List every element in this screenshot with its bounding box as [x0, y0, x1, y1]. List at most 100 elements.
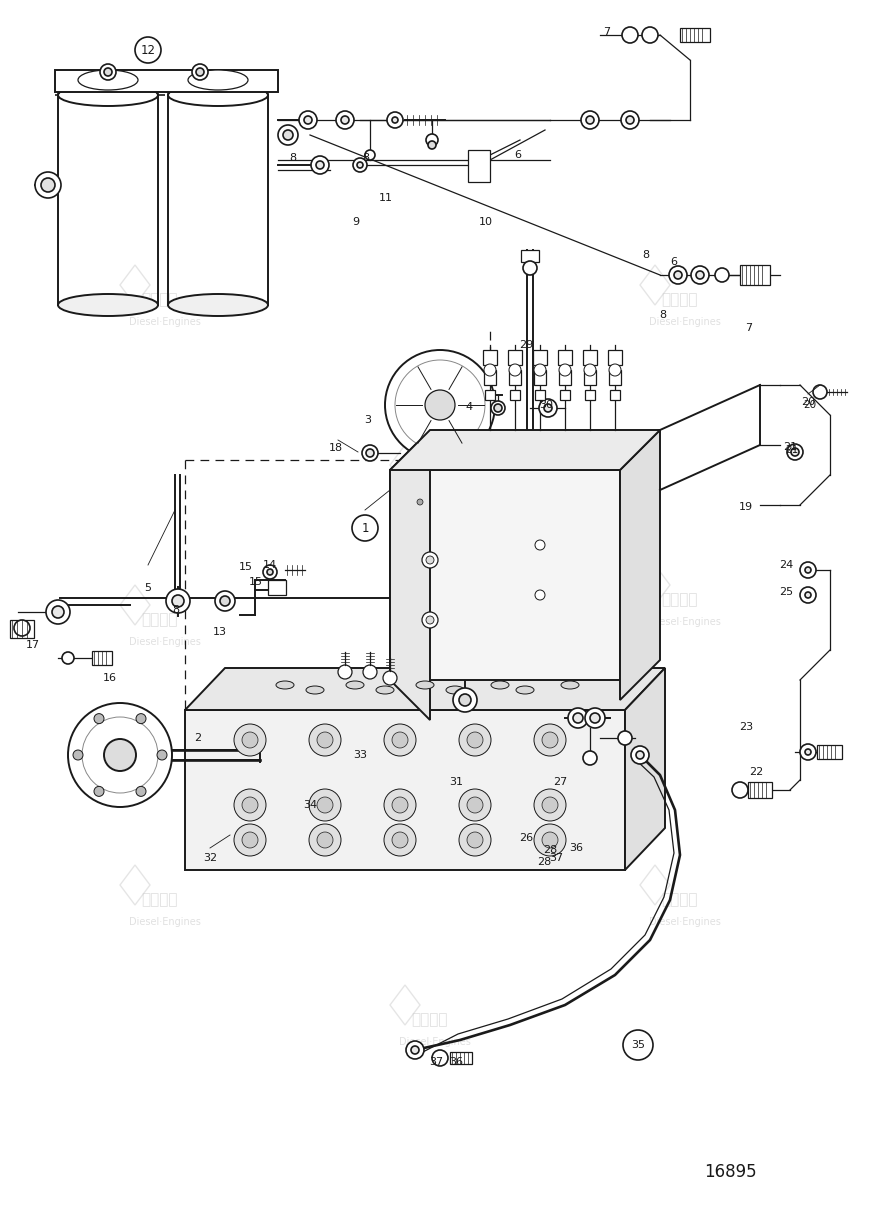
Circle shape: [631, 747, 649, 763]
Text: Diesel·Engines: Diesel·Engines: [129, 917, 201, 927]
Circle shape: [523, 260, 537, 275]
Circle shape: [100, 64, 116, 80]
Circle shape: [73, 750, 83, 760]
Circle shape: [542, 797, 558, 813]
Polygon shape: [468, 150, 490, 182]
Circle shape: [234, 789, 266, 821]
Text: 36: 36: [569, 843, 583, 853]
Circle shape: [581, 111, 599, 129]
Ellipse shape: [168, 84, 268, 106]
Ellipse shape: [446, 686, 464, 693]
Text: 6: 6: [514, 150, 522, 160]
Text: 13: 13: [213, 627, 227, 637]
Circle shape: [311, 156, 329, 174]
Circle shape: [353, 158, 367, 172]
Polygon shape: [521, 250, 539, 262]
Polygon shape: [609, 370, 621, 385]
Circle shape: [590, 713, 600, 724]
Circle shape: [135, 37, 161, 63]
Circle shape: [494, 404, 502, 412]
Polygon shape: [534, 370, 546, 385]
Polygon shape: [817, 745, 842, 759]
Circle shape: [352, 515, 378, 541]
Polygon shape: [390, 470, 620, 680]
Polygon shape: [483, 350, 497, 365]
Circle shape: [242, 797, 258, 813]
Circle shape: [385, 350, 495, 459]
Ellipse shape: [491, 681, 509, 689]
Circle shape: [104, 739, 136, 771]
Text: 15: 15: [249, 576, 263, 587]
Text: Diesel·Engines: Diesel·Engines: [399, 497, 471, 507]
Circle shape: [544, 404, 552, 412]
Text: Diesel·Engines: Diesel·Engines: [649, 617, 721, 627]
Ellipse shape: [416, 681, 434, 689]
Text: 20: 20: [804, 400, 816, 410]
Polygon shape: [559, 370, 571, 385]
Circle shape: [467, 832, 483, 848]
Circle shape: [791, 447, 799, 456]
Circle shape: [309, 789, 341, 821]
Circle shape: [691, 267, 709, 283]
Circle shape: [136, 714, 146, 724]
Circle shape: [384, 724, 416, 756]
Circle shape: [426, 616, 434, 624]
Circle shape: [157, 750, 167, 760]
Text: 31: 31: [449, 777, 463, 788]
Circle shape: [309, 824, 341, 856]
Polygon shape: [185, 668, 665, 710]
Circle shape: [534, 364, 546, 376]
Circle shape: [509, 364, 521, 376]
Polygon shape: [584, 370, 596, 385]
Circle shape: [542, 732, 558, 748]
Circle shape: [428, 141, 436, 150]
Polygon shape: [92, 651, 112, 665]
Circle shape: [459, 724, 491, 756]
Ellipse shape: [346, 681, 364, 689]
Text: 21: 21: [783, 443, 797, 452]
Text: 11: 11: [379, 193, 393, 203]
Circle shape: [395, 361, 485, 450]
Polygon shape: [608, 350, 622, 365]
Circle shape: [406, 1041, 424, 1059]
Polygon shape: [680, 28, 710, 42]
Circle shape: [172, 595, 184, 607]
Text: 37: 37: [549, 853, 563, 863]
Ellipse shape: [188, 70, 248, 90]
Circle shape: [82, 718, 158, 794]
Circle shape: [800, 587, 816, 603]
Polygon shape: [585, 390, 595, 400]
Ellipse shape: [58, 84, 158, 106]
Text: 8: 8: [362, 153, 369, 163]
Circle shape: [425, 390, 455, 420]
Circle shape: [813, 385, 827, 399]
Text: 37: 37: [429, 1056, 443, 1067]
Circle shape: [805, 592, 811, 598]
Polygon shape: [508, 350, 522, 365]
Circle shape: [392, 117, 398, 123]
Circle shape: [366, 449, 374, 457]
Circle shape: [220, 596, 230, 605]
Ellipse shape: [561, 681, 579, 689]
Text: 14: 14: [263, 560, 277, 570]
Text: 30: 30: [539, 400, 553, 410]
Circle shape: [715, 268, 729, 282]
Text: 34: 34: [303, 800, 317, 810]
Text: 8: 8: [173, 605, 180, 615]
Circle shape: [732, 781, 748, 798]
Text: 23: 23: [739, 722, 753, 732]
Circle shape: [35, 172, 61, 198]
Circle shape: [383, 671, 397, 685]
Text: 18: 18: [329, 443, 343, 453]
Circle shape: [609, 364, 621, 376]
Circle shape: [422, 611, 438, 628]
Circle shape: [384, 824, 416, 856]
Polygon shape: [510, 390, 520, 400]
Circle shape: [585, 708, 605, 728]
Text: 4: 4: [465, 402, 473, 412]
Circle shape: [787, 444, 803, 459]
Polygon shape: [450, 1052, 472, 1064]
Circle shape: [669, 267, 687, 283]
Polygon shape: [620, 431, 660, 699]
Circle shape: [52, 605, 64, 617]
